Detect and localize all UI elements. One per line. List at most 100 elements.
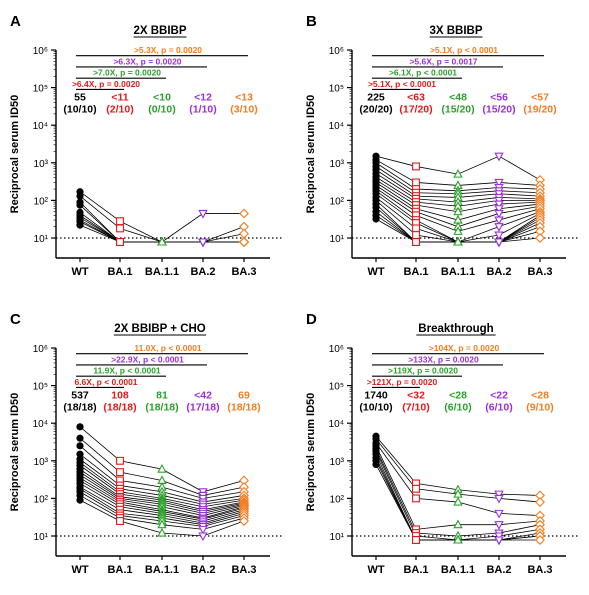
y-tick-label: 10⁶ <box>329 344 344 355</box>
y-tick-label: 10¹ <box>34 234 49 245</box>
panel-c: C 2X BBIBP + CHO 10¹ 10² 10³ 10⁴ 10⁵ 10⁶ Recipro… <box>9 311 284 576</box>
data-point <box>453 226 463 235</box>
data-point <box>412 238 420 246</box>
data-point <box>116 238 124 246</box>
data-point <box>412 231 420 239</box>
x-tick-label: WT <box>71 564 88 576</box>
gmt-count-label: (9/10) <box>526 401 553 413</box>
gmt-value-label: <28 <box>449 389 467 401</box>
gmt-value-label: <11 <box>111 91 128 103</box>
x-tick-label: BA.1.1 <box>441 564 475 576</box>
gmt-value-label: 108 <box>111 389 129 401</box>
data-point <box>494 238 504 248</box>
y-axis-label: Reciprocal serum ID50 <box>9 95 21 214</box>
data-point <box>453 534 463 544</box>
panel-title: 2X BBIBP <box>133 25 186 37</box>
data-point <box>494 490 504 500</box>
x-tick-label: BA.2 <box>486 564 511 576</box>
data-point <box>535 535 545 545</box>
gmt-count-label: (10/10) <box>63 103 96 115</box>
gmt-count-label: (17/18) <box>186 401 219 413</box>
comparison-bracket-label: >5.1X, p < 0.0001 <box>430 45 498 55</box>
y-tick-label: 10⁶ <box>33 46 48 57</box>
x-tick-label: BA.2 <box>190 266 215 278</box>
x-tick-label: BA.3 <box>527 564 552 576</box>
data-point <box>494 231 504 241</box>
x-tick-label: BA.2 <box>486 266 511 278</box>
comparison-bracket-label: >22.9X, p < 0.0001 <box>111 354 184 364</box>
data-point <box>76 496 84 504</box>
comparison-bracket-label: >5.6X, p = 0.0017 <box>409 56 477 66</box>
gmt-count-label: (18/18) <box>63 401 96 413</box>
panel-a: A 2X BBIBP 10¹ 10² 10³ 10⁴ 10⁵ 10⁶ Reciprocal se… <box>9 13 284 278</box>
y-axis-label: Reciprocal serum ID50 <box>305 393 317 512</box>
gmt-count-label: (3/10) <box>230 103 257 115</box>
data-point <box>412 178 420 187</box>
data-point <box>494 216 504 226</box>
panel-title: 2X BBIBP + CHO <box>114 323 206 335</box>
x-tick-label: BA.3 <box>231 564 256 576</box>
gmt-value-label: <12 <box>194 91 212 103</box>
data-point <box>198 209 208 219</box>
data-point <box>494 205 504 214</box>
data-point <box>76 192 84 200</box>
data-point <box>412 162 420 171</box>
gmt-count-label: (6/10) <box>485 401 512 413</box>
gmt-count-label: (15/20) <box>482 103 515 115</box>
y-tick-label: 10² <box>330 494 345 505</box>
y-tick-label: 10⁴ <box>329 419 344 430</box>
comparison-bracket-label: >133X, p = 0.0020 <box>408 354 479 364</box>
data-point <box>494 152 504 162</box>
y-tick-label: 10² <box>330 196 345 207</box>
data-point <box>494 509 504 519</box>
y-tick-label: 10⁵ <box>33 84 48 95</box>
data-point <box>76 423 84 431</box>
y-tick-label: 10⁵ <box>329 382 344 393</box>
y-axis-label: Reciprocal serum ID50 <box>9 393 21 512</box>
data-point <box>412 484 420 493</box>
data-point <box>453 236 463 246</box>
data-point <box>494 200 504 210</box>
gmt-count-label: (18/18) <box>227 401 260 413</box>
y-tick-label: 10⁵ <box>329 84 344 95</box>
gmt-value-label: <57 <box>531 91 549 103</box>
y-tick-label: 10⁴ <box>33 121 48 132</box>
data-point <box>412 224 420 233</box>
data-point <box>116 224 124 233</box>
data-point <box>535 497 545 508</box>
y-tick-label: 10³ <box>330 457 345 468</box>
panel-b: B 3X BBIBP 10¹ 10² 10³ 10⁴ 10⁵ 10⁶ Reciprocal se… <box>305 13 580 278</box>
panel-letter: A <box>10 13 21 30</box>
gmt-count-label: (20/20) <box>359 103 392 115</box>
y-tick-label: 10² <box>34 196 49 207</box>
gmt-count-label: (6/10) <box>444 401 471 413</box>
gmt-count-label: (7/10) <box>402 401 429 413</box>
data-point <box>372 215 380 223</box>
comparison-bracket-label: >6.4X, p = 0.0020 <box>72 79 140 89</box>
comparison-bracket-label: 11.9X, p < 0.0001 <box>93 366 161 376</box>
gmt-value-label: <10 <box>153 91 171 103</box>
data-point <box>198 532 208 542</box>
gmt-value-label: <13 <box>235 91 253 103</box>
comparison-bracket-label: >5.1X, p < 0.0001 <box>368 79 436 89</box>
x-tick-label: BA.1.1 <box>145 266 179 278</box>
gmt-value-label: 537 <box>71 389 89 401</box>
data-point <box>239 228 249 239</box>
gmt-count-label: (19/20) <box>523 103 556 115</box>
data-point <box>116 456 124 465</box>
gmt-value-label: <28 <box>531 389 549 401</box>
data-point <box>76 434 84 442</box>
y-tick-label: 10³ <box>330 159 345 170</box>
data-point <box>76 221 84 229</box>
panel-title: Breakthrough <box>418 323 493 335</box>
y-tick-label: 10² <box>34 494 49 505</box>
gmt-count-label: (18/18) <box>103 401 136 413</box>
data-point <box>453 168 463 178</box>
subject-line <box>79 204 244 243</box>
comparison-bracket-label: 11.0X, p < 0.0001 <box>134 343 202 353</box>
x-tick-label: WT <box>367 564 384 576</box>
gmt-count-label: (15/20) <box>441 103 474 115</box>
gmt-count-label: (17/20) <box>399 103 432 115</box>
y-tick-label: 10¹ <box>330 234 345 245</box>
